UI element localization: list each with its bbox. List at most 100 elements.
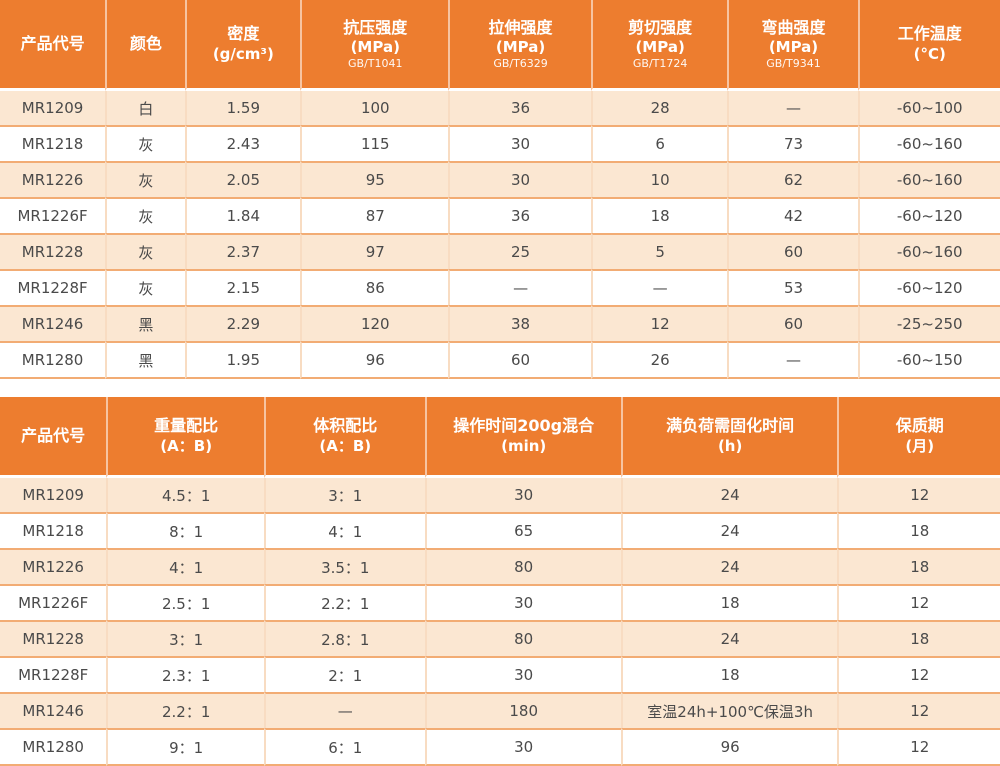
cell-value: 95 [300, 161, 448, 197]
header-title: 操作时间200g混合 [429, 416, 619, 437]
cell-value: — [448, 269, 590, 305]
cell-value: 65 [425, 512, 621, 548]
cell-product-code: MR1226F [0, 197, 105, 233]
cell-value: 2：1 [264, 656, 425, 692]
cell-value: 3：1 [264, 478, 425, 512]
cell-value: 1.59 [185, 91, 301, 125]
cell-value: 灰 [105, 233, 184, 269]
cell-value: 115 [300, 125, 448, 161]
cell-value: 灰 [105, 161, 184, 197]
cell-product-code: MR1246 [0, 692, 106, 728]
cell-value: 80 [425, 548, 621, 584]
header-title: 保质期 [841, 416, 998, 437]
cell-product-code: MR1280 [0, 728, 106, 766]
cell-value: 18 [591, 197, 728, 233]
header-standard: GB/T1724 [595, 57, 726, 70]
cell-value: 12 [591, 305, 728, 341]
header-unit: (A：B) [268, 437, 423, 456]
header-title: 颜色 [109, 34, 182, 55]
cell-value: — [727, 91, 857, 125]
column-header: 密度(g/cm³) [185, 0, 301, 91]
table-gap [0, 379, 1000, 397]
cell-product-code: MR1228 [0, 233, 105, 269]
cell-value: 3：1 [106, 620, 264, 656]
cell-value: 3.5：1 [264, 548, 425, 584]
cell-value: 2.3：1 [106, 656, 264, 692]
cell-value: 2.37 [185, 233, 301, 269]
cell-value: 白 [105, 91, 184, 125]
cell-value: 18 [837, 620, 1000, 656]
cell-value: 60 [727, 233, 857, 269]
cell-value: 96 [300, 341, 448, 379]
header-standard: GB/T1041 [304, 57, 446, 70]
cell-value: 30 [448, 125, 590, 161]
column-header: 剪切强度(MPa)GB/T1724 [591, 0, 728, 91]
column-header: 体积配比(A：B) [264, 397, 425, 478]
cell-value: 黑 [105, 305, 184, 341]
cell-value: 6：1 [264, 728, 425, 766]
header-title: 弯曲强度 [731, 18, 855, 39]
cell-value: 12 [837, 584, 1000, 620]
header-unit: (月) [841, 437, 998, 456]
header-title: 密度 [189, 24, 299, 45]
cell-product-code: MR1218 [0, 125, 105, 161]
header-title: 产品代号 [2, 426, 104, 447]
cell-value: 24 [621, 620, 838, 656]
mixing-properties-table: 产品代号重量配比(A：B)体积配比(A：B)操作时间200g混合(min)满负荷… [0, 397, 1000, 766]
cell-value: 18 [837, 548, 1000, 584]
cell-value: 10 [591, 161, 728, 197]
cell-value: — [591, 269, 728, 305]
header-title: 体积配比 [268, 416, 423, 437]
cell-value: 80 [425, 620, 621, 656]
header-unit: (g/cm³) [189, 45, 299, 64]
cell-value: — [727, 341, 857, 379]
cell-value: 2.15 [185, 269, 301, 305]
cell-value: 2.2：1 [264, 584, 425, 620]
cell-value: 36 [448, 91, 590, 125]
cell-product-code: MR1226F [0, 584, 106, 620]
cell-value: 30 [425, 656, 621, 692]
cell-value: 30 [425, 728, 621, 766]
cell-value: 62 [727, 161, 857, 197]
cell-value: 1.95 [185, 341, 301, 379]
cell-value: 96 [621, 728, 838, 766]
cell-value: 28 [591, 91, 728, 125]
column-header: 产品代号 [0, 0, 105, 91]
column-header: 拉伸强度(MPa)GB/T6329 [448, 0, 590, 91]
cell-product-code: MR1218 [0, 512, 106, 548]
cell-value: 12 [837, 656, 1000, 692]
cell-value: 2.43 [185, 125, 301, 161]
column-header: 工作温度(°C) [858, 0, 1000, 91]
cell-product-code: MR1226 [0, 161, 105, 197]
cell-value: 12 [837, 478, 1000, 512]
column-header: 满负荷需固化时间(h) [621, 397, 838, 478]
cell-value: 4：1 [264, 512, 425, 548]
cell-value: -60~120 [858, 269, 1000, 305]
cell-product-code: MR1228 [0, 620, 106, 656]
cell-product-code: MR1228F [0, 656, 106, 692]
cell-value: 100 [300, 91, 448, 125]
cell-value: 9：1 [106, 728, 264, 766]
cell-value: 24 [621, 548, 838, 584]
cell-value: 18 [621, 656, 838, 692]
header-title: 剪切强度 [595, 18, 726, 39]
cell-value: 25 [448, 233, 590, 269]
cell-value: 24 [621, 478, 838, 512]
header-unit: (°C) [862, 45, 999, 64]
cell-value: 2.2：1 [106, 692, 264, 728]
header-unit: (A：B) [110, 437, 262, 456]
column-header: 产品代号 [0, 397, 106, 478]
header-unit: (min) [429, 437, 619, 456]
cell-product-code: MR1209 [0, 91, 105, 125]
cell-value: -60~120 [858, 197, 1000, 233]
